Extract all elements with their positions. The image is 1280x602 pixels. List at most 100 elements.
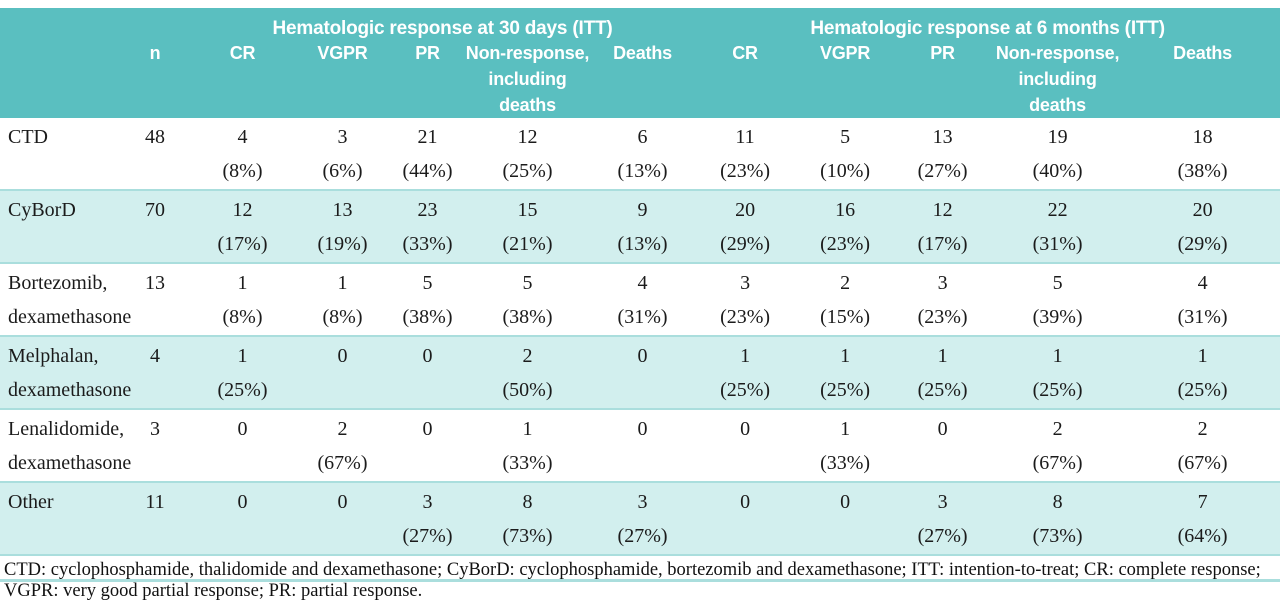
table-row-lenalidomide-dexamethasone: Lenalidomide, dexamethasone 3 0 2 (67%) 0 1 (33%… <box>0 409 1280 482</box>
table-cell: 0 <box>590 335 696 410</box>
table-cell: 7 (64%) <box>1125 481 1280 556</box>
table-cell: 0 <box>295 335 390 410</box>
table-row-cybord: CyBorD 70 12 (17%) 13 (19%) 23 (33%) 15 (21%) 9 (13… <box>0 189 1280 264</box>
table-cell: 22 (31%) <box>990 189 1126 264</box>
table-cell: 12 (17%) <box>190 189 295 264</box>
table-cell: 8 (73%) <box>990 481 1126 556</box>
table-cell: 0 <box>190 409 295 482</box>
table-cell: 0 <box>590 409 696 482</box>
cell-n: 11 <box>120 481 190 556</box>
table-header: Hematologic response at 30 days (ITT) He… <box>0 8 1280 118</box>
table-cell: 23 (33%) <box>390 189 465 264</box>
table-cell: 15 (21%) <box>465 189 590 264</box>
cell-n: 4 <box>120 335 190 410</box>
table-cell: 9 (13%) <box>590 189 696 264</box>
table-cell: 20 (29%) <box>1125 189 1280 264</box>
table-row-melphalan-dexamethasone: Melphalan, dexamethasone 4 1 (25%) 0 0 2 (50%) 0 1… <box>0 335 1280 410</box>
table-cell: 1 (25%) <box>990 335 1126 410</box>
table-cell: 2 (67%) <box>1125 409 1280 482</box>
table-cell: 3 (6%) <box>295 118 390 190</box>
table-cell: 13 (19%) <box>295 189 390 264</box>
column-header-vgpr-6m: VGPR <box>795 40 896 118</box>
table-cell: 4 (31%) <box>590 263 696 336</box>
table-cell: 1 (25%) <box>695 335 796 410</box>
table-cell: 12 (25%) <box>465 118 590 190</box>
row-label: CyBorD <box>0 189 120 264</box>
table-cell: 1 (33%) <box>795 409 896 482</box>
cell-n: 13 <box>120 263 190 336</box>
table-cell: 4 (31%) <box>1125 263 1280 336</box>
table-cell: 2 (67%) <box>295 409 390 482</box>
table-cell: 0 <box>390 409 465 482</box>
table-row-bortezomib-dexamethasone: Bortezomib, dexamethasone 13 1 (8%) 1 (8%) 5 (38… <box>0 263 1280 336</box>
table-cell: 0 <box>390 335 465 410</box>
table-cell: 4 (8%) <box>190 118 295 190</box>
column-header-non-response-6m: Non-response, including deaths <box>990 40 1126 118</box>
response-table: Hematologic response at 30 days (ITT) He… <box>0 8 1280 556</box>
table-row-other: Other 11 0 0 3 (27%) 8 (73%) 3 (27%) 0 0 3 (27%) 8 (73%… <box>0 481 1280 556</box>
table-cell: 0 <box>695 481 796 556</box>
header-group-row: Hematologic response at 30 days (ITT) He… <box>0 8 1280 40</box>
table-cell: 2 (50%) <box>465 335 590 410</box>
table-cell: 11 (23%) <box>695 118 796 190</box>
table-cell: 1 (8%) <box>295 263 390 336</box>
table-cell: 16 (23%) <box>795 189 896 264</box>
footnote-line-1: CTD: cyclophosphamide, thalidomide and d… <box>4 560 1261 580</box>
table-cell: 3 (23%) <box>895 263 991 336</box>
table-cell: 1 (33%) <box>465 409 590 482</box>
header-group-30-days: Hematologic response at 30 days (ITT) <box>190 8 696 40</box>
table-cell: 0 <box>795 481 896 556</box>
table-cell: 8 (73%) <box>465 481 590 556</box>
table-cell: 5 (38%) <box>465 263 590 336</box>
table-cell: 2 (15%) <box>795 263 896 336</box>
table-cell: 21 (44%) <box>390 118 465 190</box>
column-header-deaths-6m: Deaths <box>1125 40 1280 118</box>
header-columns-row: n CR VGPR PR Non-response, including deaths D… <box>0 40 1280 118</box>
cell-n: 70 <box>120 189 190 264</box>
table-cell: 19 (40%) <box>990 118 1126 190</box>
table-cell: 1 (25%) <box>895 335 991 410</box>
table-cell: 3 (27%) <box>895 481 991 556</box>
cell-n: 48 <box>120 118 190 190</box>
row-label: Melphalan, dexamethasone <box>0 335 131 410</box>
column-header-n: n <box>120 40 190 118</box>
column-header-cr-30d: CR <box>190 40 295 118</box>
table-cell: 0 <box>295 481 390 556</box>
table-cell: 1 (25%) <box>190 335 295 410</box>
table-cell: 5 (38%) <box>390 263 465 336</box>
column-header-cr-6m: CR <box>695 40 796 118</box>
table-cell: 5 (10%) <box>795 118 896 190</box>
table-cell: 3 (27%) <box>390 481 465 556</box>
table-cell: 12 (17%) <box>895 189 991 264</box>
row-label: Lenalidomide, dexamethasone <box>0 409 131 482</box>
table-cell: 13 (27%) <box>895 118 991 190</box>
column-header-pr-30d: PR <box>390 40 465 118</box>
column-header-non-response-30d: Non-response, including deaths <box>465 40 590 118</box>
table-cell: 5 (39%) <box>990 263 1126 336</box>
table-cell: 0 <box>190 481 295 556</box>
table-cell: 1 (8%) <box>190 263 295 336</box>
table-cell: 6 (13%) <box>590 118 696 190</box>
row-label: Other <box>0 481 120 556</box>
row-label: CTD <box>0 118 120 190</box>
table-cell: 0 <box>895 409 991 482</box>
column-header-vgpr-30d: VGPR <box>295 40 390 118</box>
header-row-label-spacer <box>0 40 120 118</box>
column-header-pr-6m: PR <box>895 40 991 118</box>
table-cell: 3 (23%) <box>695 263 796 336</box>
table-cell: 18 (38%) <box>1125 118 1280 190</box>
table-row-ctd: CTD 48 4 (8%) 3 (6%) 21 (44%) 12 (25%) 6 (13%) 11 (23… <box>0 118 1280 190</box>
table-cell: 1 (25%) <box>1125 335 1280 410</box>
table-cell: 1 (25%) <box>795 335 896 410</box>
table-body: CTD 48 4 (8%) 3 (6%) 21 (44%) 12 (25%) 6 (13%) 11 (23… <box>0 118 1280 556</box>
header-spacer <box>0 8 190 40</box>
table-cell: 3 (27%) <box>590 481 696 556</box>
column-header-deaths-30d: Deaths <box>590 40 696 118</box>
footnote-line-2: VGPR: very good partial response; PR: pa… <box>4 581 423 601</box>
hematologic-response-table-figure: Hematologic response at 30 days (ITT) He… <box>0 8 1280 601</box>
table-cell: 20 (29%) <box>695 189 796 264</box>
bottom-rule <box>0 579 1280 582</box>
table-cell: 2 (67%) <box>990 409 1126 482</box>
table-cell: 0 <box>695 409 796 482</box>
cell-n: 3 <box>120 409 190 482</box>
